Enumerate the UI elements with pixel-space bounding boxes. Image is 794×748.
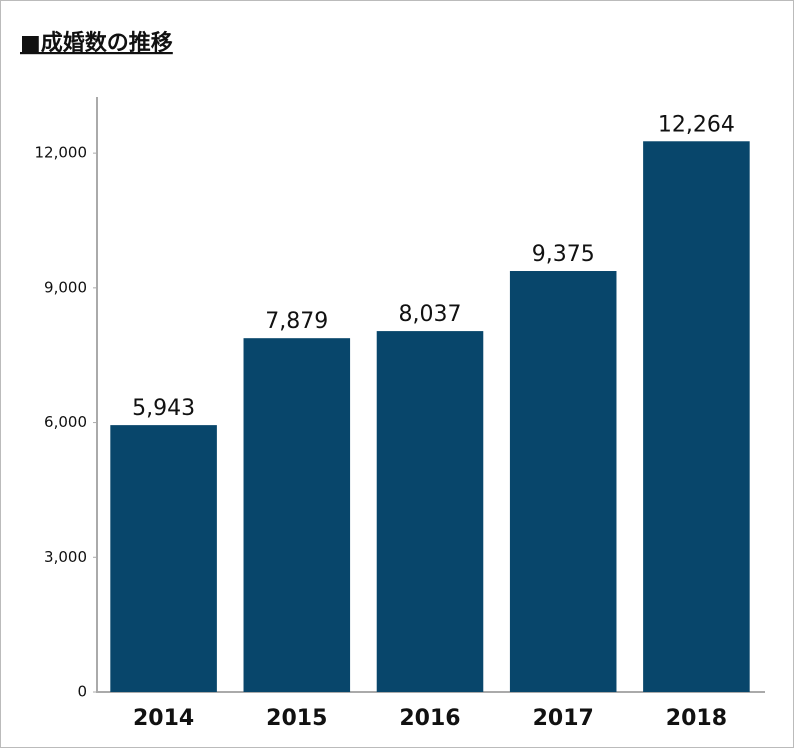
bar	[643, 141, 750, 692]
x-tick-label: 2014	[133, 706, 194, 731]
x-tick-label: 2016	[399, 706, 460, 731]
value-label: 12,264	[658, 112, 735, 137]
x-tick-label: 2015	[266, 706, 327, 731]
y-tick-label: 12,000	[35, 144, 88, 162]
y-tick-label: 6,000	[44, 413, 87, 431]
value-label: 8,037	[399, 302, 462, 327]
bar	[110, 425, 217, 692]
x-tick-label: 2018	[666, 706, 727, 731]
bar	[243, 338, 351, 692]
x-tick-label: 2017	[533, 706, 594, 731]
bar	[509, 271, 617, 692]
chart-title: ■成婚数の推移	[20, 30, 173, 56]
bar	[376, 331, 484, 692]
y-tick-label: 0	[77, 683, 87, 701]
value-label: 5,943	[132, 396, 195, 421]
value-label: 7,879	[265, 309, 328, 334]
y-tick-label: 9,000	[44, 278, 87, 296]
y-tick-label: 3,000	[44, 548, 87, 566]
value-label: 9,375	[532, 242, 595, 267]
